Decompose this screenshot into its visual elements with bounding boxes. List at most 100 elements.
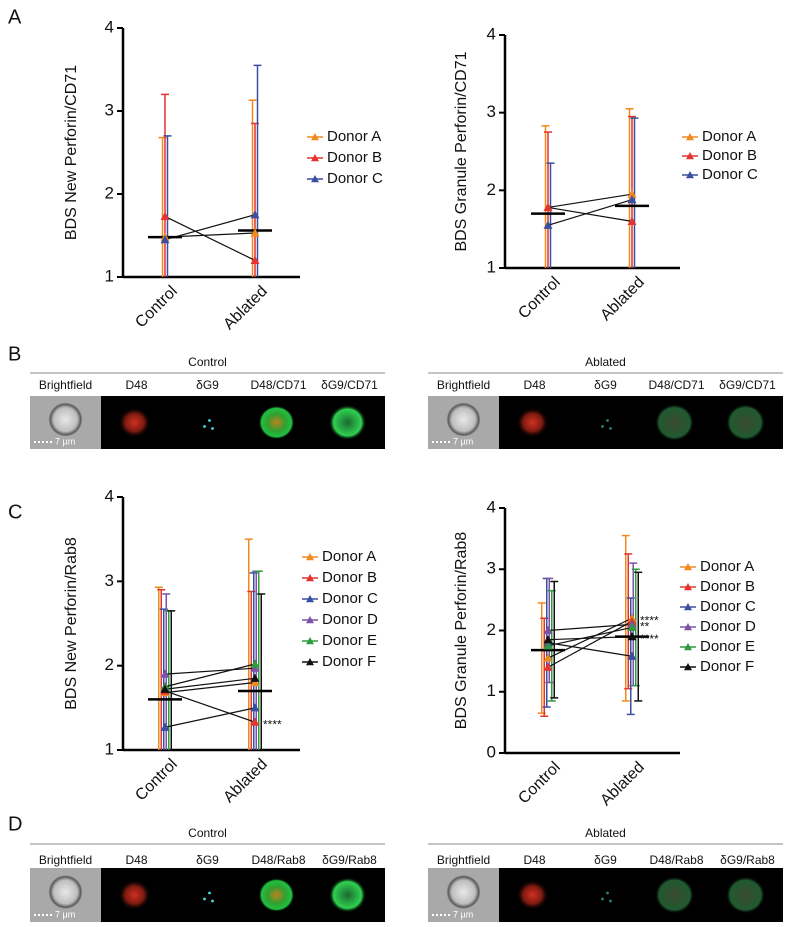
cell-signal [516,879,549,911]
cell-signal [654,403,695,442]
legend-label: Donor A [700,558,754,575]
legend-label: Donor B [322,569,377,586]
y-tick-label: 4 [487,497,496,516]
fluorescence-image [172,396,243,449]
scale-label: 7 µm [55,436,75,446]
cell-signal [725,876,766,914]
legend-marker [306,658,314,666]
x-tick-label: Ablated [220,756,270,806]
legend-marker [684,643,692,651]
plot-area [531,534,649,717]
pair-line [547,623,633,632]
strip-title: Ablated [585,355,626,369]
panel-letter: B [8,343,21,365]
data-point [543,220,553,229]
data-point [627,216,637,225]
pair-line [164,215,256,261]
data-point [543,641,553,650]
legend-label: Donor E [322,632,377,649]
y-tick-label: 4 [105,486,114,505]
pair-line [164,681,256,694]
legend-marker [311,175,319,183]
legend-marker [686,171,694,179]
legend-label: Donor C [702,166,758,183]
panel-letter: C [8,501,22,523]
data-point [543,653,553,662]
cell-signal [516,407,549,438]
data-point [627,189,637,198]
signal-dot [609,899,612,903]
pair-line [547,199,633,226]
x-tick-label: Ablated [220,283,270,333]
strip-title: Ablated [585,826,626,840]
cell-signal [328,877,367,913]
signal-dot [203,425,206,428]
y-tick-label: 2 [487,620,496,639]
pair-line [547,193,633,209]
legend-label: Donor A [327,128,381,145]
legend-marker [311,133,319,141]
data-point [250,678,260,687]
data-point [250,228,260,237]
legend-label: Donor D [322,611,378,628]
y-tick-label: 1 [487,681,496,700]
y-tick-label: 3 [487,102,496,121]
legend-marker [686,133,694,141]
scale-label: 7 µm [453,909,473,919]
cell [48,402,83,437]
pair-line [164,690,256,723]
channel-label: D48 [523,853,545,867]
fluorescence-image [172,868,243,922]
legend-label: Donor C [322,590,378,607]
signal-dot [606,891,609,895]
legend-label: Donor E [700,638,755,655]
strip-title: Control [188,355,227,369]
pair-line [164,707,256,728]
scale-label: 7 µm [453,436,473,446]
y-tick-label: 1 [487,257,496,276]
cell-signal [258,405,295,440]
data-point [543,635,553,644]
legend-label: Donor F [322,653,376,670]
y-tick-label: 0 [487,742,496,761]
cell-signal [258,878,295,912]
legend-marker [311,154,319,162]
legend-label: Donor F [700,658,754,675]
data-point [627,195,637,204]
significance: **** [640,613,659,627]
y-tick-label: 4 [487,24,496,43]
y-tick-label: 1 [105,739,114,758]
cell-signal [118,879,151,911]
channel-label: D48 [125,378,147,392]
signal-dot [601,425,604,428]
channel-label: δG9/CD71 [719,378,776,392]
channel-label: δG9 [594,378,617,392]
y-tick-label: 3 [487,559,496,578]
legend-label: Donor B [702,147,757,164]
x-tick-label: Ablated [597,274,647,324]
legend-label: Donor D [700,618,756,635]
y-tick-label: 2 [487,180,496,199]
legend-marker [684,623,692,631]
plot-area [531,108,649,268]
y-axis-label: BDS Granule Perforin/CD71 [453,51,470,251]
channel-label: δG9 [594,853,617,867]
data-point [627,651,637,660]
legend-marker [684,583,692,591]
x-tick-label: Control [132,283,181,332]
legend-marker [684,603,692,611]
data-point [543,662,553,671]
panel-letter: A [8,6,22,28]
y-axis-label: BDS Granule Perforin/Rab8 [453,532,470,730]
legend-marker [306,553,314,561]
channel-label: δG9 [196,378,219,392]
legend-label: Donor B [327,149,382,166]
channel-label: δG9/CD71 [321,378,378,392]
legend-label: Donor A [322,548,376,565]
cell [446,402,481,437]
channel-label: D48/Rab8 [649,853,703,867]
channel-label: Brightfield [437,853,490,867]
data-point [627,632,637,641]
pair-line [547,626,633,647]
signal-dot [208,419,211,422]
